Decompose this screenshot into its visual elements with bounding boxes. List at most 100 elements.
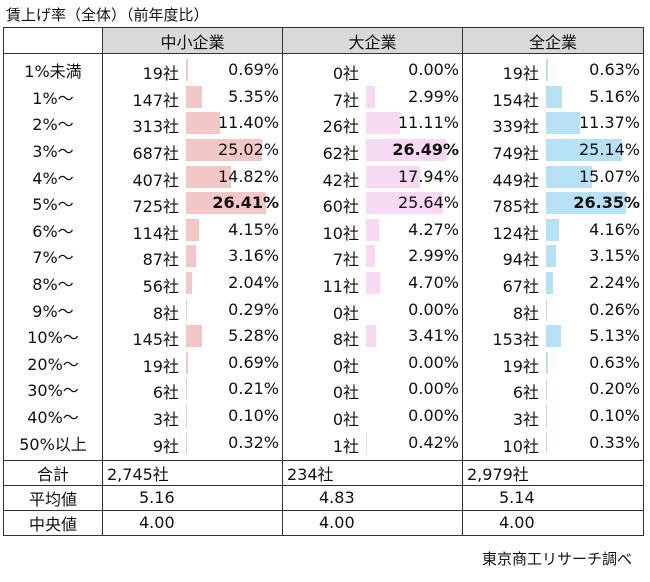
summary-small: 2,745社 [102,459,283,486]
cell-inner: 749社 25.14% [463,139,643,164]
summary-label: 平均値 [3,484,103,511]
percent-value: 0.69% [228,60,279,80]
table-title: 賃上げ率（全体）（前年度比） [6,6,209,24]
cell-all: 154社 5.16% [462,83,644,111]
cell-inner: 339社 11.37% [463,112,643,137]
cell-small: 147社 5.35% [102,83,283,111]
count-value: 60社 [322,197,359,217]
cell-inner: 1社 0.42% [283,431,462,456]
data-bar [546,59,548,82]
table-row: 40%～ 3社 0.10% 0社 0.00% 3社 0.10% [3,402,644,430]
count-value: 11社 [322,277,359,297]
cell-inner: 10社 0.33% [463,431,643,456]
table-row: 20%～ 19社 0.69% 0社 0.00% 19社 0.63% [3,349,644,377]
cell-small: 407社 14.82% [102,163,283,190]
count-value: 147社 [132,90,179,110]
cell-large: 0社 0.00% [282,349,463,377]
cell-all: 10社 0.33% [462,429,644,461]
cell-inner: 56社 2.04% [103,272,282,297]
cell-inner: 8社 0.26% [463,298,643,323]
data-bar [546,165,592,188]
count-value: 0社 [332,64,359,84]
percent-value: 26.49% [392,140,459,160]
percent-value: 5.28% [228,326,279,346]
percent-value: 4.16% [589,219,640,239]
percent-value: 0.10% [228,406,279,426]
cell-inner: 19社 0.63% [463,351,643,376]
cell-large: 26社 11.11% [282,110,463,137]
cell-inner: 19社 0.63% [463,59,643,84]
percent-value: 5.35% [228,86,279,106]
count-value: 0社 [332,410,359,430]
data-bar [186,139,262,162]
cell-inner: 313社 11.40% [103,112,282,136]
data-bar [546,272,553,295]
cell-inner: 0社 0.00% [283,299,462,323]
count-value: 0社 [332,303,359,323]
cell-inner: 11社 4.70% [283,272,462,297]
cell-inner: 42社 17.94% [283,165,462,190]
table-row: 8%～ 56社 2.04% 11社 4.70% 67社 2.24% [3,269,644,297]
total-row: 合計 2,745社 234社 2,979社 [3,459,644,486]
cell-small: 313社 11.40% [102,110,283,137]
percent-value: 26.35% [573,193,640,213]
percent-value: 4.15% [228,219,279,239]
row-label: 4%～ [3,163,103,190]
percent-value: 0.32% [228,432,279,452]
percent-value: 0.26% [589,299,640,319]
cell-inner: 8社 0.29% [103,298,282,323]
summary-all: 5.14 [462,484,644,511]
percent-value: 25.64% [397,193,459,213]
cell-inner: 147社 5.35% [103,85,282,110]
cell-inner: 0社 0.00% [283,378,462,402]
percent-value: 3.15% [589,246,640,266]
cell-small: 19社 0.69% [102,349,283,377]
table-row: 9%～ 8社 0.29% 0社 0.00% 8社 0.26% [3,296,644,323]
row-label: 20%～ [3,349,103,377]
count-value: 56社 [142,277,179,297]
table-row: 30%～ 6社 0.21% 0社 0.00% 6社 0.20% [3,376,644,403]
percent-value: 26.41% [212,193,279,213]
data-bar [366,245,376,268]
cell-large: 60社 25.64% [282,189,463,217]
percent-value: 0.29% [228,299,279,319]
cell-small: 19社 0.69% [102,53,283,84]
cell-all: 124社 4.16% [462,216,644,244]
data-bar [546,298,547,321]
cell-inner: 7社 2.99% [283,245,462,270]
count-value: 339社 [492,117,539,137]
cell-inner: 124社 4.16% [463,218,643,243]
count-value: 7社 [332,250,359,270]
data-bar [546,378,547,401]
row-label: 2%～ [3,110,103,137]
summary-all: 2,979社 [462,459,644,486]
table-row: 6%～ 114社 4.15% 10社 4.27% 124社 4.16% [3,216,644,244]
count-value: 749社 [492,144,539,164]
cell-inner: 19社 0.69% [103,59,282,83]
count-value: 725社 [132,197,179,217]
count-value: 7社 [332,90,359,110]
percent-value: 4.70% [408,273,459,293]
count-value: 19社 [502,64,539,84]
summary-small: 4.00 [102,509,283,536]
cell-small: 9社 0.32% [102,429,283,461]
cell-large: 42社 17.94% [282,163,463,190]
percent-value: 4.27% [408,219,459,239]
cell-large: 10社 4.27% [282,216,463,244]
count-value: 10社 [502,436,539,456]
wage-increase-table: 中小企業 大企業 全企業 1%未満 19社 0.69% 0社 0.00% 19社 0.63%… [3,27,644,536]
cell-small: 725社 26.41% [102,189,283,217]
data-bar [546,192,626,215]
cell-all: 339社 11.37% [462,110,644,137]
summary-body: 合計 2,745社 234社 2,979社 平均値 5.16 4.83 5.14 中央値 4.00… [3,459,644,536]
cell-small: 87社 3.16% [102,243,283,270]
data-bar [186,325,202,348]
cell-inner: 94社 3.15% [463,245,643,269]
cell-all: 67社 2.24% [462,269,644,297]
data-bar [186,112,221,135]
cell-small: 8社 0.29% [102,296,283,323]
summary-large: 234社 [282,459,463,486]
cell-inner: 0社 0.00% [283,405,462,430]
percent-value: 0.00% [408,406,459,426]
percent-value: 0.20% [589,379,640,399]
